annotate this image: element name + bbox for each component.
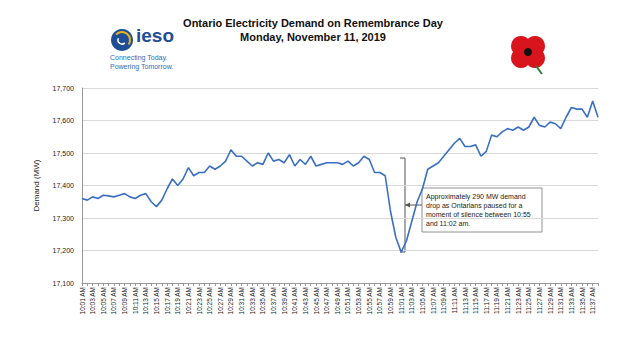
svg-text:11:07 AM: 11:07 AM (430, 287, 437, 314)
svg-text:11:05 AM: 11:05 AM (419, 287, 426, 314)
svg-text:10:31 AM: 10:31 AM (238, 287, 245, 314)
svg-text:11:33 AM: 11:33 AM (568, 287, 575, 314)
svg-text:11:25 AM: 11:25 AM (525, 287, 532, 314)
svg-text:10:47 AM: 10:47 AM (323, 287, 330, 314)
svg-text:10:59 AM: 10:59 AM (387, 287, 394, 314)
svg-text:10:05 AM: 10:05 AM (100, 287, 107, 314)
svg-text:Ontario Electricity Demand on: Ontario Electricity Demand on Remembranc… (183, 17, 444, 29)
svg-text:10:17 AM: 10:17 AM (164, 287, 171, 314)
svg-text:and 11:02 am.: and 11:02 am. (426, 220, 470, 227)
svg-text:10:45 AM: 10:45 AM (313, 287, 320, 314)
svg-text:10:43 AM: 10:43 AM (302, 287, 309, 314)
svg-text:10:15 AM: 10:15 AM (153, 287, 160, 314)
svg-text:11:19 AM: 11:19 AM (493, 287, 500, 314)
svg-text:11:03 AM: 11:03 AM (408, 287, 415, 314)
svg-text:11:29 AM: 11:29 AM (547, 287, 554, 314)
svg-text:10:37 AM: 10:37 AM (270, 287, 277, 314)
svg-text:11:01 AM: 11:01 AM (398, 287, 405, 314)
svg-text:10:07 AM: 10:07 AM (110, 287, 117, 314)
svg-text:10:19 AM: 10:19 AM (174, 287, 181, 314)
svg-text:10:29 AM: 10:29 AM (227, 287, 234, 314)
svg-text:17,700: 17,700 (53, 85, 75, 92)
svg-text:ieso: ieso (136, 25, 174, 46)
svg-text:10:35 AM: 10:35 AM (259, 287, 266, 314)
svg-text:10:25 AM: 10:25 AM (206, 287, 213, 314)
svg-text:17,400: 17,400 (53, 182, 75, 189)
svg-text:10:23 AM: 10:23 AM (196, 287, 203, 314)
svg-text:11:23 AM: 11:23 AM (515, 287, 522, 314)
svg-text:10:01 AM: 10:01 AM (79, 287, 86, 314)
svg-text:10:33 AM: 10:33 AM (249, 287, 256, 314)
svg-text:11:37 AM: 11:37 AM (589, 287, 596, 314)
svg-text:11:17 AM: 11:17 AM (483, 287, 490, 314)
svg-text:10:49 AM: 10:49 AM (334, 287, 341, 314)
svg-text:17,200: 17,200 (53, 247, 75, 254)
svg-text:11:15 AM: 11:15 AM (472, 287, 479, 314)
svg-text:10:11 AM: 10:11 AM (132, 287, 139, 314)
svg-text:11:35 AM: 11:35 AM (579, 287, 586, 314)
svg-text:10:57 AM: 10:57 AM (376, 287, 383, 314)
svg-text:11:09 AM: 11:09 AM (440, 287, 447, 314)
svg-text:Connecting Today.: Connecting Today. (110, 54, 167, 62)
svg-text:11:27 AM: 11:27 AM (536, 287, 543, 314)
svg-text:11:11 AM: 11:11 AM (451, 287, 458, 314)
svg-text:11:21 AM: 11:21 AM (504, 287, 511, 314)
svg-text:10:53 AM: 10:53 AM (355, 287, 362, 314)
svg-text:Demand (MW): Demand (MW) (32, 159, 41, 211)
svg-text:10:03 AM: 10:03 AM (89, 287, 96, 314)
svg-text:10:09 AM: 10:09 AM (121, 287, 128, 314)
svg-text:10:41 AM: 10:41 AM (291, 287, 298, 314)
svg-text:moment of silence between 10:5: moment of silence between 10:55 (426, 211, 533, 218)
svg-text:10:39 AM: 10:39 AM (281, 287, 288, 314)
svg-text:10:13 AM: 10:13 AM (142, 287, 149, 314)
svg-text:10:51 AM: 10:51 AM (344, 287, 351, 314)
svg-text:10:55 AM: 10:55 AM (366, 287, 373, 314)
svg-text:10:21 AM: 10:21 AM (185, 287, 192, 314)
svg-text:17,500: 17,500 (53, 150, 75, 157)
svg-text:Powering Tomorrow.: Powering Tomorrow. (110, 63, 173, 71)
svg-text:17,100: 17,100 (53, 280, 75, 287)
svg-text:17,300: 17,300 (53, 215, 75, 222)
svg-text:17,600: 17,600 (53, 117, 75, 124)
svg-text:11:13 AM: 11:13 AM (462, 287, 469, 314)
svg-text:11:31 AM: 11:31 AM (557, 287, 564, 314)
svg-text:Monday, November 11, 2019: Monday, November 11, 2019 (240, 31, 386, 43)
svg-text:Approximately 290 MW demand: Approximately 290 MW demand (426, 193, 528, 201)
svg-text:drop as Ontarians paused for a: drop as Ontarians paused for a (426, 202, 524, 210)
svg-text:10:27 AM: 10:27 AM (217, 287, 224, 314)
